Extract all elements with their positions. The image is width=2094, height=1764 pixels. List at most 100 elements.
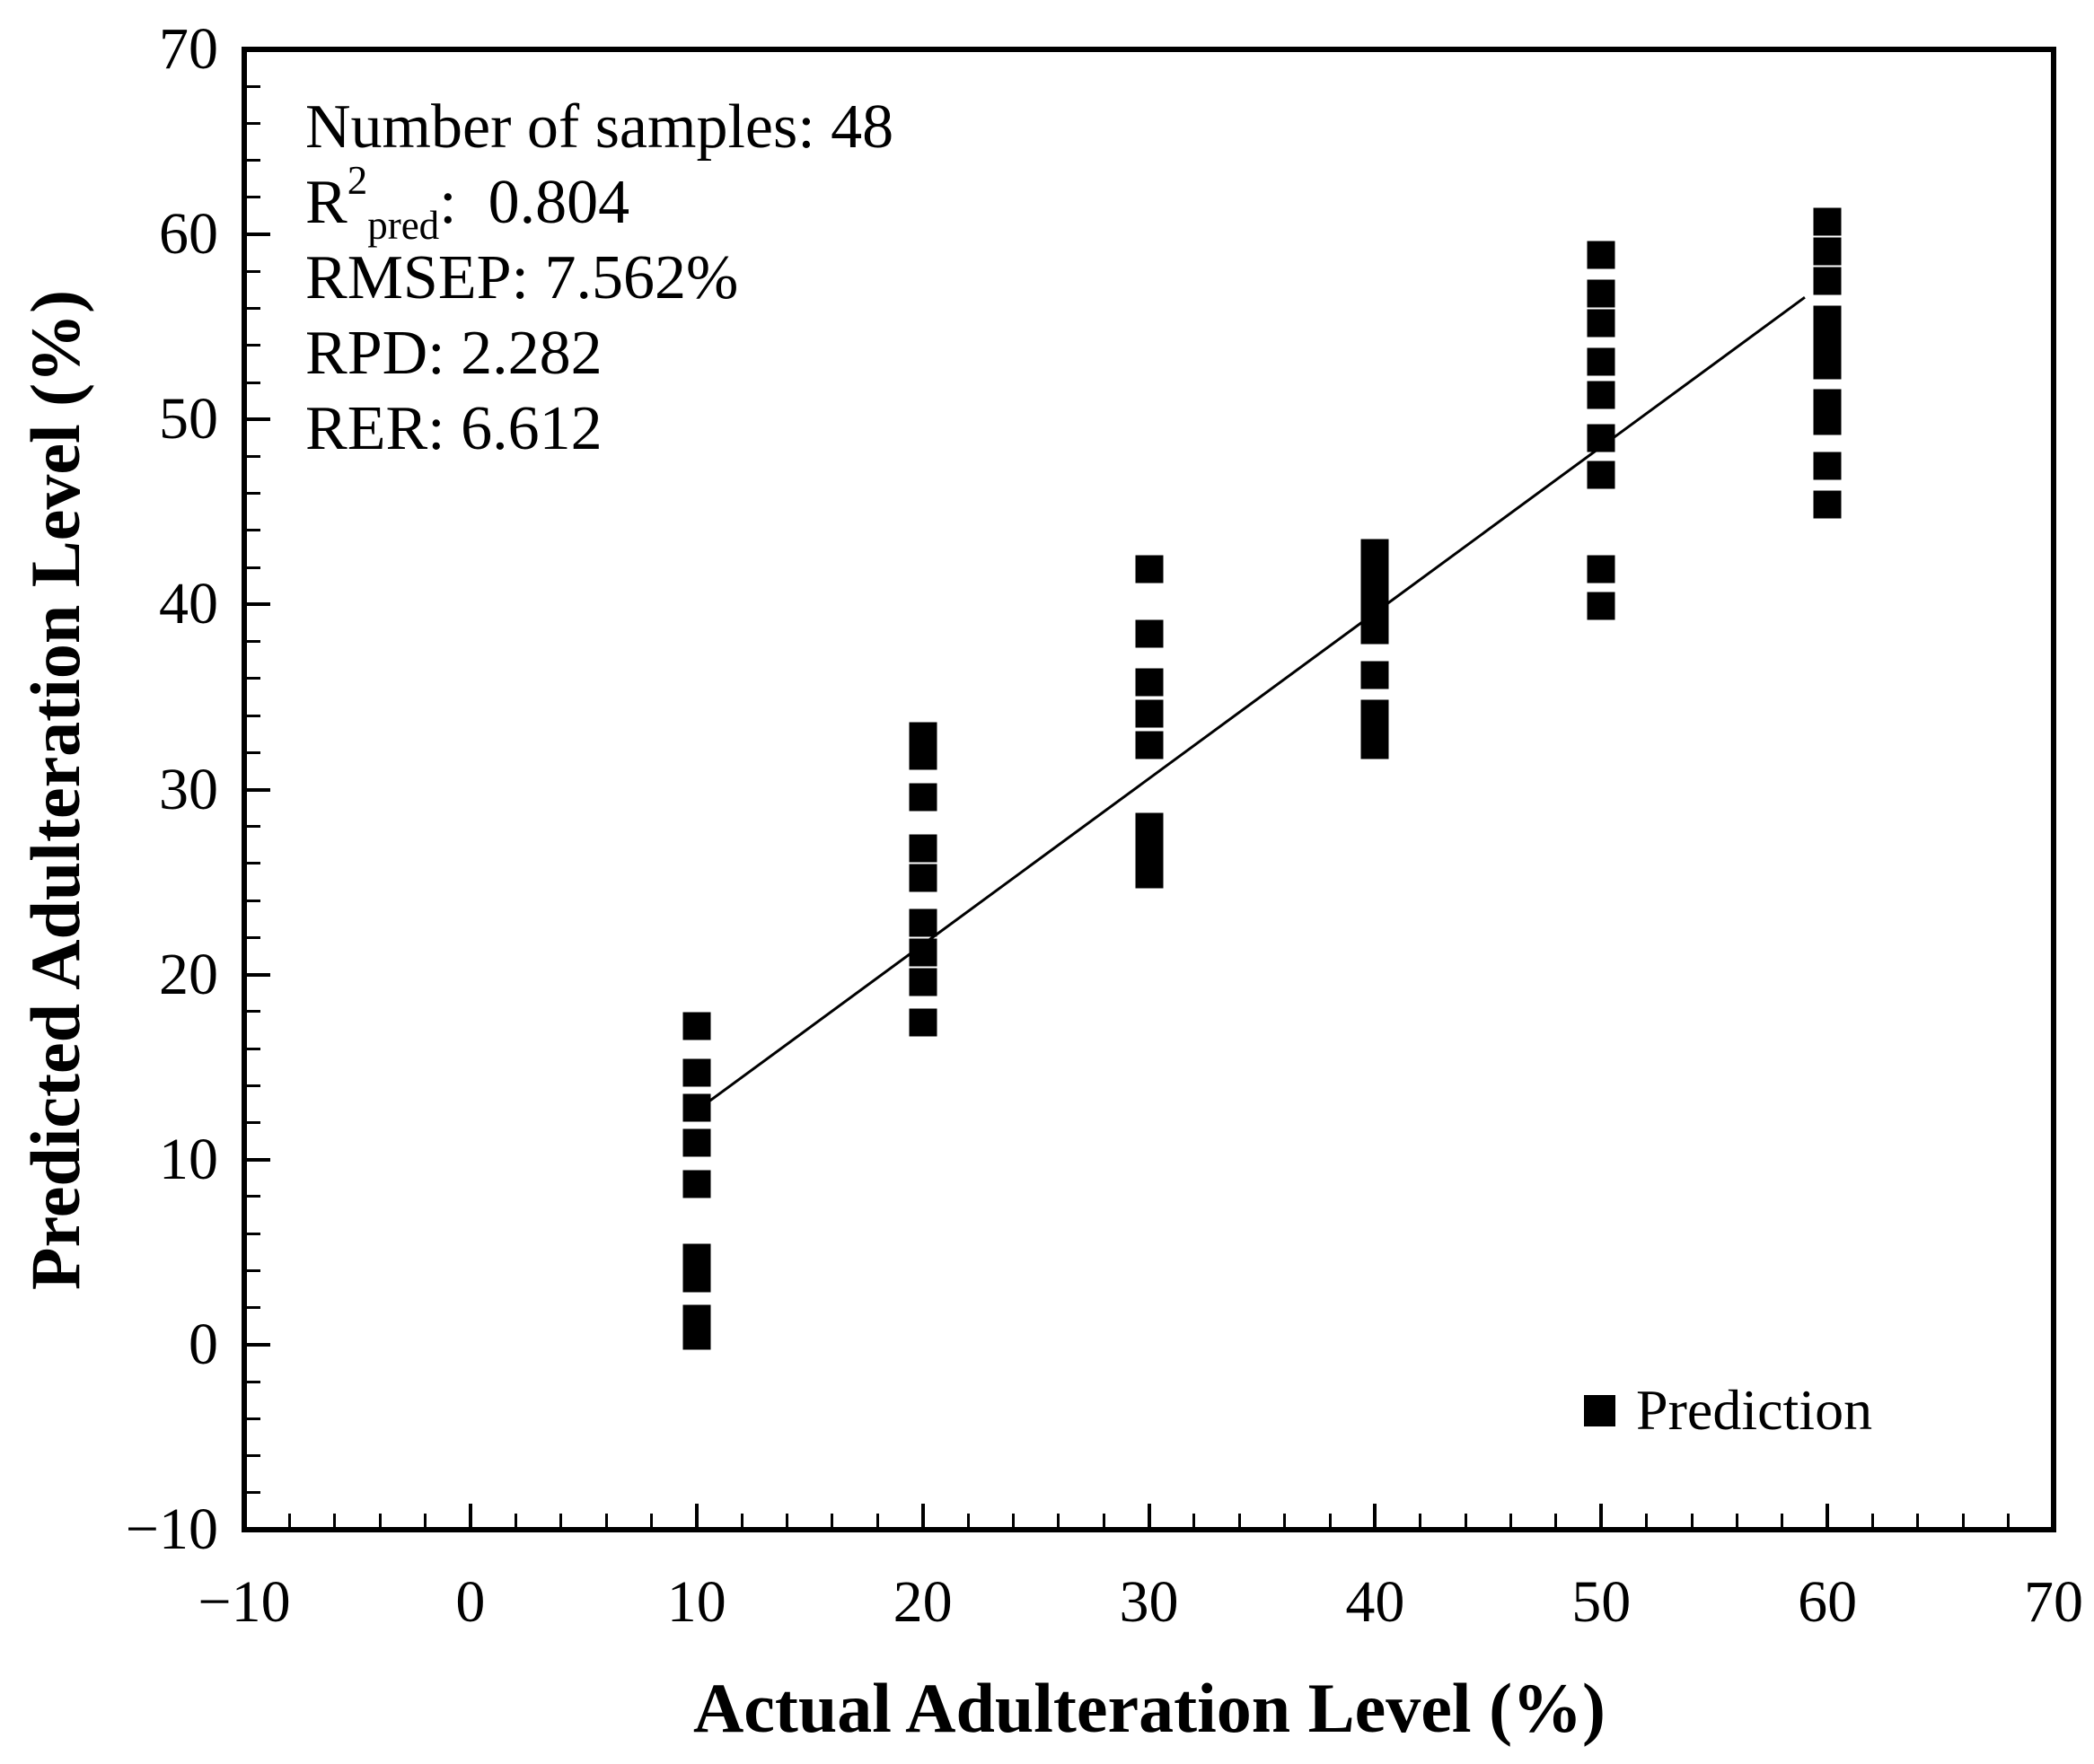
x-tick-minor (1192, 1514, 1196, 1527)
data-point (909, 908, 937, 937)
y-tick-label: 20 (159, 941, 218, 1007)
data-point (1360, 539, 1389, 567)
y-tick-minor (247, 121, 260, 125)
data-point (682, 1093, 711, 1122)
x-tick-minor (1916, 1514, 1920, 1527)
x-tick-minor (1011, 1514, 1015, 1527)
data-point (1813, 207, 1842, 236)
y-tick-major (247, 602, 270, 607)
x-tick-label: 0 (455, 1569, 486, 1635)
x-tick-label: 10 (666, 1569, 726, 1635)
data-point (1360, 566, 1389, 595)
x-tick-minor (1237, 1514, 1241, 1527)
data-point (682, 1170, 711, 1198)
stats-annotation: Number of samples: 48 R2pred: 0.804 RMSE… (305, 90, 893, 467)
y-tick-minor (247, 640, 260, 644)
data-point (1813, 452, 1842, 480)
y-tick-minor (247, 899, 260, 902)
y-tick-minor (247, 529, 260, 532)
x-tick-minor (786, 1514, 788, 1527)
y-tick-minor (247, 381, 260, 384)
data-point (909, 742, 937, 770)
data-point (682, 1264, 711, 1293)
y-tick-major (247, 1528, 270, 1531)
y-tick-minor (247, 196, 260, 199)
data-point (909, 1008, 937, 1037)
y-tick-minor (247, 1454, 260, 1458)
x-tick-minor (604, 1514, 608, 1527)
stat-line-rpd: RPD: 2.282 (305, 319, 603, 388)
y-tick-minor (247, 492, 260, 496)
x-tick-minor (378, 1514, 382, 1527)
data-point (682, 1058, 711, 1087)
x-tick-minor (1419, 1514, 1422, 1527)
data-point (1813, 407, 1842, 435)
y-tick-minor (247, 344, 260, 347)
y-tick-minor (247, 825, 260, 829)
data-point (1587, 555, 1615, 584)
y-tick-minor (247, 566, 260, 569)
data-point (1135, 699, 1163, 728)
x-tick-major (694, 1504, 699, 1527)
data-point (1135, 619, 1163, 648)
x-tick-label: 40 (1345, 1569, 1405, 1635)
x-tick-minor (740, 1514, 743, 1527)
x-tick-minor (875, 1514, 879, 1527)
y-tick-minor (247, 1121, 260, 1125)
data-point (909, 968, 937, 996)
x-tick-minor (287, 1514, 291, 1527)
y-tick-minor (247, 935, 260, 939)
y-tick-minor (247, 862, 260, 865)
x-tick-major (468, 1504, 472, 1527)
y-tick-minor (247, 1491, 260, 1495)
y-tick-minor (247, 1010, 260, 1014)
x-tick-minor (1690, 1514, 1694, 1527)
x-tick-minor (1961, 1514, 1965, 1527)
x-tick-major (920, 1504, 925, 1527)
data-point (1360, 731, 1389, 759)
y-tick-major (247, 787, 270, 792)
data-point (1587, 461, 1615, 489)
data-point (682, 1128, 711, 1157)
y-tick-major (247, 233, 270, 237)
data-point (1360, 661, 1389, 689)
data-point (1587, 381, 1615, 409)
y-tick-major (247, 972, 270, 977)
x-tick-minor (649, 1514, 653, 1527)
data-point (1135, 668, 1163, 697)
data-point (1587, 347, 1615, 376)
y-tick-minor (247, 1380, 260, 1383)
legend-label: Prediction (1636, 1378, 1873, 1442)
data-point (909, 783, 937, 812)
x-tick-major (242, 1504, 246, 1527)
y-tick-major (247, 1342, 270, 1347)
data-point (909, 864, 937, 892)
data-point (1587, 279, 1615, 308)
data-point (682, 1321, 711, 1350)
y-tick-minor (247, 159, 260, 162)
data-point (682, 1012, 711, 1040)
data-point (1135, 555, 1163, 584)
x-tick-minor (966, 1514, 970, 1527)
x-tick-label: 70 (2024, 1569, 2083, 1635)
data-point (1587, 241, 1615, 269)
y-tick-minor (247, 1268, 260, 1272)
x-tick-minor (1328, 1514, 1332, 1527)
r2-subscript: pred (367, 203, 440, 248)
x-tick-label: 20 (893, 1569, 953, 1635)
x-tick-minor (831, 1514, 834, 1527)
x-tick-major (1147, 1504, 1151, 1527)
data-point (1135, 860, 1163, 889)
x-tick-minor (1464, 1514, 1467, 1527)
x-tick-major (1373, 1504, 1377, 1527)
x-tick-minor (1871, 1514, 1874, 1527)
y-tick-label: 10 (159, 1126, 218, 1192)
x-tick-minor (1645, 1514, 1649, 1527)
x-tick-minor (2007, 1514, 2010, 1527)
stat-line-samples: Number of samples: 48 (305, 92, 894, 162)
data-point (1813, 351, 1842, 380)
x-tick-minor (559, 1514, 563, 1527)
x-axis-title: Actual Adulteration Level (%) (692, 1669, 1606, 1747)
data-point (1135, 731, 1163, 759)
data-point (909, 938, 937, 967)
